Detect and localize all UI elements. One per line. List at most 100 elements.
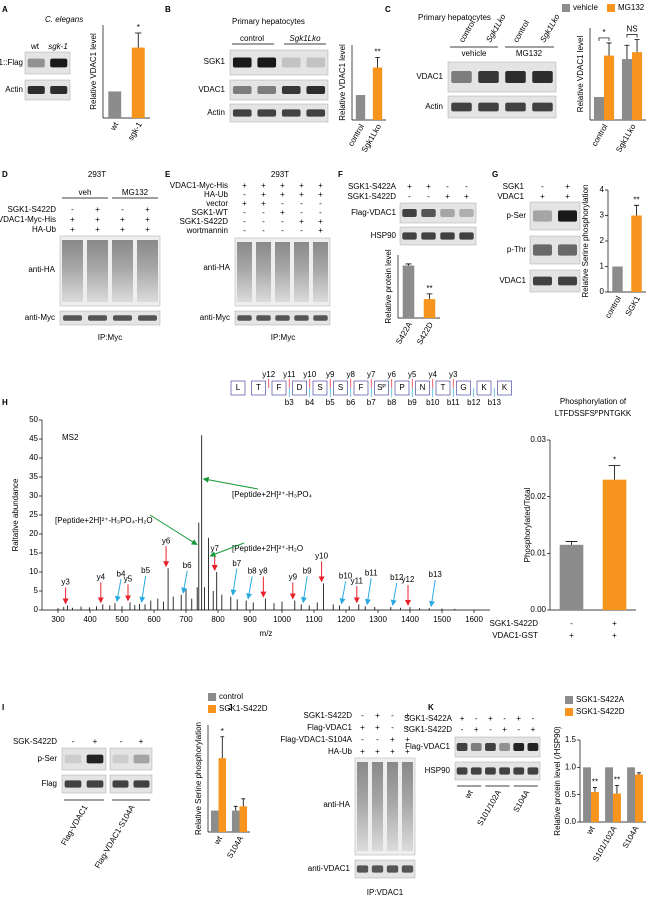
- band: [306, 109, 326, 117]
- label: -: [120, 737, 123, 746]
- x-tick-label: 1300: [369, 615, 387, 624]
- label: HSP90: [425, 766, 451, 775]
- x-tick-label: 1600: [465, 615, 483, 624]
- legend-swatch: [565, 708, 573, 716]
- bar: [402, 265, 415, 318]
- label: +: [145, 225, 150, 234]
- label: K: [502, 383, 508, 392]
- label: HSP90: [371, 231, 397, 240]
- label: +: [318, 226, 323, 235]
- label: -: [391, 711, 394, 720]
- label: control: [590, 122, 610, 147]
- label: vehicle: [462, 49, 487, 58]
- x-tick-label: 600: [147, 615, 161, 624]
- label: S: [317, 383, 322, 392]
- label: +: [375, 723, 380, 732]
- label: Primary hepatocytes: [232, 17, 305, 26]
- label: +: [474, 725, 479, 734]
- legend-label: SGK1-S422D: [219, 704, 268, 713]
- label: SGK1-S422A: [348, 182, 397, 191]
- error-bar: [636, 772, 641, 775]
- y-tick-label: 0.02: [530, 492, 546, 501]
- band: [499, 767, 510, 775]
- label: -: [243, 217, 246, 226]
- label: -: [361, 711, 364, 720]
- label: -: [243, 226, 246, 235]
- residue-box: [476, 380, 492, 396]
- y-tick-label: 2: [600, 236, 605, 245]
- label: b8: [387, 398, 396, 407]
- label: +: [139, 737, 144, 746]
- label: SGK1-S422D: [304, 711, 353, 720]
- label: sgk-1: [48, 42, 68, 51]
- label: IP:Myc: [271, 333, 295, 342]
- smear: [112, 240, 133, 302]
- label: -: [446, 182, 449, 191]
- label: -: [281, 199, 284, 208]
- band: [485, 767, 496, 775]
- label: +: [95, 215, 100, 224]
- x-tick-label: 900: [243, 615, 257, 624]
- band: [50, 58, 68, 68]
- label: +: [145, 205, 150, 214]
- band: [113, 315, 132, 321]
- band: [451, 71, 472, 83]
- label: SGK-S422D: [13, 737, 57, 746]
- label: +: [261, 190, 266, 199]
- y-tick-label: 0: [600, 287, 605, 296]
- label: +: [612, 619, 617, 628]
- significance: *: [221, 727, 224, 736]
- error-bar: [135, 32, 142, 48]
- band: [138, 315, 157, 321]
- bar: [591, 791, 599, 822]
- label: P: [399, 383, 404, 392]
- bar: [583, 767, 591, 822]
- label: T: [441, 383, 446, 392]
- bar: [613, 793, 621, 822]
- blot: [109, 747, 153, 771]
- blot: [354, 859, 416, 879]
- band: [456, 743, 468, 751]
- ion-arrow: [139, 575, 147, 603]
- panel-letter: G: [492, 170, 498, 179]
- label: +: [390, 735, 395, 744]
- smear: [387, 762, 398, 851]
- y-axis-label: Relative VDAC1 level: [576, 36, 585, 113]
- error-bar: [608, 465, 621, 480]
- band: [257, 86, 277, 94]
- label: +: [612, 631, 617, 640]
- bar: [131, 47, 145, 119]
- y-tick-label: 15: [29, 548, 38, 557]
- band: [505, 71, 526, 83]
- label: +: [360, 747, 365, 756]
- error-bar: [233, 805, 238, 811]
- panel-letter: C: [385, 5, 391, 14]
- y-tick-label: 30: [29, 491, 38, 500]
- x-tick-label: 400: [83, 615, 97, 624]
- label: -: [262, 217, 265, 226]
- label: HA-Ub: [328, 747, 353, 756]
- label: 293T: [271, 170, 289, 179]
- label: +: [120, 225, 125, 234]
- ion-label: y7: [210, 544, 219, 553]
- label: b7: [367, 398, 376, 407]
- smear: [256, 242, 271, 302]
- blot: [529, 269, 581, 293]
- smear: [275, 242, 290, 302]
- ion-label: y6: [162, 536, 171, 545]
- label: +: [280, 181, 285, 190]
- label: +: [70, 215, 75, 224]
- bar: [231, 810, 240, 832]
- ion-label: y11: [351, 576, 364, 585]
- band: [386, 865, 399, 873]
- label: VDAC1: [499, 276, 526, 285]
- label: +: [390, 747, 395, 756]
- band: [88, 315, 107, 321]
- error-bar: [633, 204, 640, 216]
- label: wt: [108, 120, 121, 133]
- bar: [559, 544, 584, 610]
- panel-letter: E: [165, 170, 171, 179]
- label: -: [300, 199, 303, 208]
- label: +: [120, 215, 125, 224]
- ion-label: b13: [429, 570, 443, 579]
